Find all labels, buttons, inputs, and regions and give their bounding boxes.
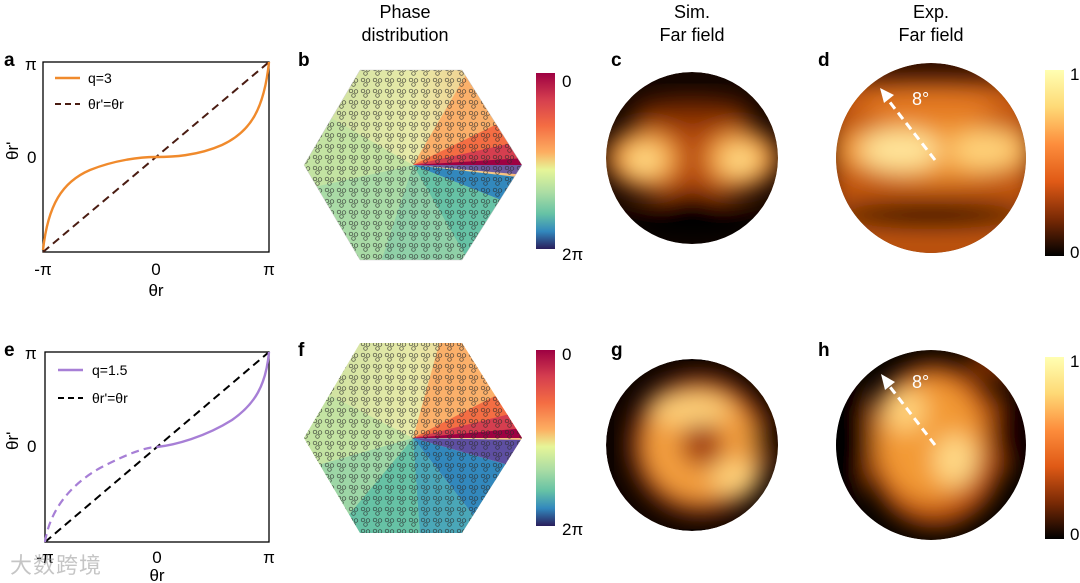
panel-letter-c: c [611,50,622,71]
plot-a-xtick-mid: 0 [151,260,160,279]
sim-far-field-g [606,359,778,531]
plot-a-ylabel: θr' [3,142,22,160]
phase-hexagon-f [304,343,522,533]
sim-far-field-c [606,72,778,244]
intensity-colorbar-top-label-bottom: 0 [1070,243,1079,262]
phase-colorbar-top-label-bottom: 2π [562,245,583,264]
plot-e-frame [44,351,270,543]
plot-a-ytick-top: π [25,55,37,74]
plot-e-ytick-zero: 0 [27,437,36,456]
phase-colorbar-bottom-label-top: 0 [562,345,571,364]
panel-letter-d: d [818,50,830,71]
header-exp-line2: Far field [898,25,963,45]
column-headers: Phase distribution Sim. Far field Exp. F… [361,2,963,45]
exp-far-field-d [836,63,1026,253]
plot-e-xtick-mid: 0 [152,548,161,567]
intensity-colorbar-top: 1 0 [1045,65,1079,262]
header-phase-line1: Phase [379,2,430,22]
phase-colorbar-bottom: 0 2π [536,345,583,539]
plot-e-legend-identity: θr'=θr [92,390,128,406]
plot-e-ytick-top: π [25,344,37,363]
plot-e-q15-dashed [43,445,158,543]
plot-e-xtick-right: π [263,548,275,567]
intensity-colorbar-bottom-label-top: 1 [1070,352,1079,371]
panel-letter-h: h [818,340,830,361]
panel-letter-a: a [4,50,15,71]
panel-letter-f: f [298,340,305,361]
header-sim-line1: Sim. [674,2,710,22]
header-phase-line2: distribution [361,25,448,45]
plot-a-xtick-left: -π [34,260,51,279]
exp-far-field-h [836,350,1026,540]
angle-arrow-d: 8° [880,88,937,161]
plot-a-xtick-right: π [263,260,275,279]
phase-colorbar-top-label-top: 0 [562,72,571,91]
plot-e-xtick-left: -π [36,548,53,567]
plot-a-frame [42,61,270,253]
plot-e-ylabel: θr' [3,432,22,450]
header-sim-line2: Far field [659,25,724,45]
panel-letter-b: b [298,50,310,71]
angle-arrow-h: 8° [881,372,937,446]
plot-e-q15-curve [156,351,271,449]
plot-e: q=1.5 θr'=θr π 0 θr' -π 0 π θr [3,344,275,583]
plot-a-legend-identity: θr'=θr [88,96,124,112]
intensity-colorbar-bottom-label-bottom: 0 [1070,525,1079,544]
angle-label-h: 8° [912,372,929,392]
plot-e-legend-q15: q=1.5 [92,362,128,378]
intensity-colorbar-top-label-top: 1 [1070,65,1079,84]
phase-colorbar-bottom-label-bottom: 2π [562,520,583,539]
header-exp-line1: Exp. [913,2,949,22]
phase-hexagon-b [303,69,523,261]
phase-colorbar-top: 0 2π [536,72,583,264]
watermark: 大数跨境 [10,554,103,579]
panel-letter-e: e [4,340,15,361]
angle-label-d: 8° [912,89,929,109]
plot-a-legend-q3: q=3 [88,70,112,86]
plot-a-ytick-zero: 0 [27,148,36,167]
plot-a-xlabel: θr [148,281,163,300]
intensity-colorbar-bottom: 1 0 [1045,352,1079,544]
panel-letters: a b c d e f g h [4,50,830,361]
plot-e-xlabel: θr [149,566,164,583]
panel-letter-g: g [611,340,623,361]
plot-a: q=3 θr'=θr π 0 θr' -π 0 π θr [3,55,275,300]
plot-a-q3-curve [41,61,271,251]
